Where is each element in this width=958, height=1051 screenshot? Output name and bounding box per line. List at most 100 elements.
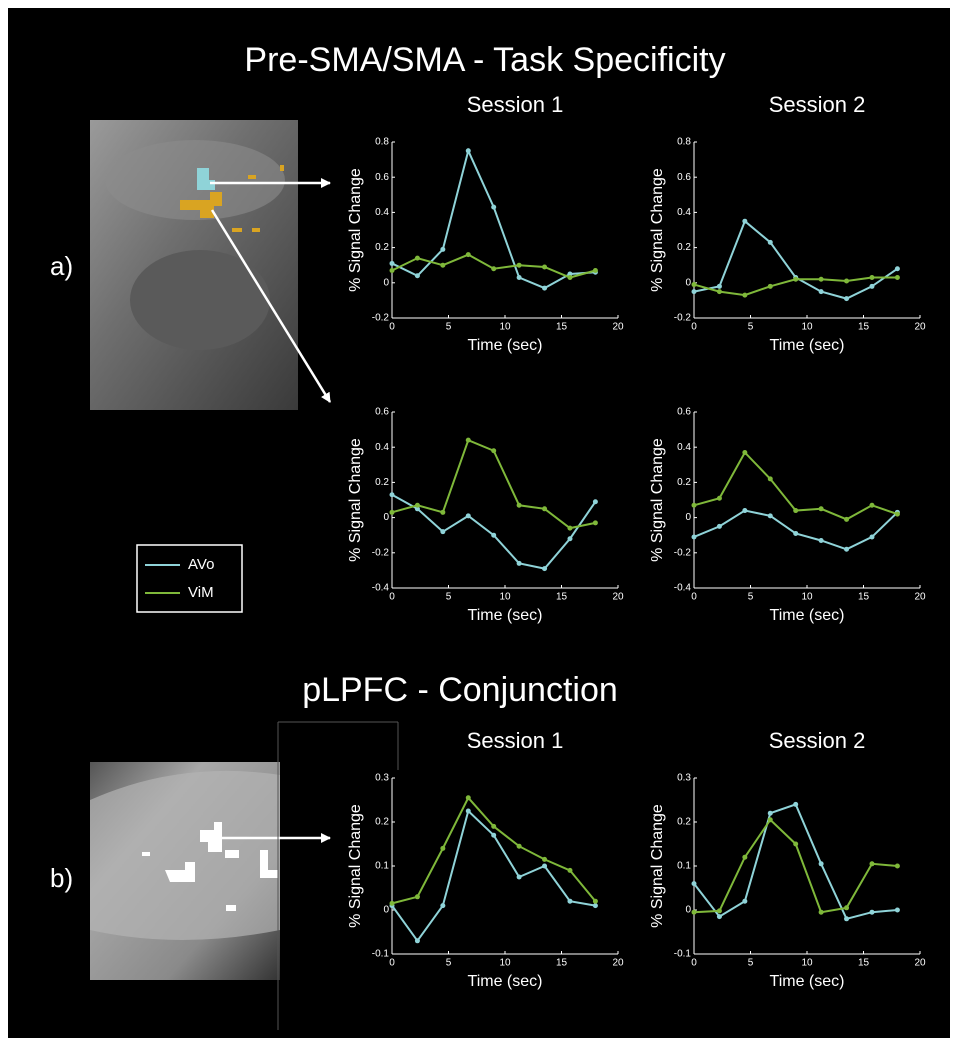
data-point xyxy=(414,506,420,512)
data-point xyxy=(793,276,799,282)
y-tick-label: 0.4 xyxy=(677,442,691,453)
data-point xyxy=(691,909,697,915)
x-tick-label: 20 xyxy=(612,322,624,333)
data-point xyxy=(742,292,748,298)
chart-title: Session 1 xyxy=(467,92,564,117)
arrow xyxy=(210,178,332,843)
data-point xyxy=(844,546,850,552)
x-tick-label: 5 xyxy=(748,958,754,969)
y-tick-label: 0.4 xyxy=(375,442,389,453)
data-point xyxy=(516,262,522,268)
data-point xyxy=(818,909,824,915)
y-tick-label: -0.2 xyxy=(372,313,390,324)
x-tick-label: 0 xyxy=(389,322,395,333)
data-point xyxy=(516,843,522,849)
data-point xyxy=(389,900,395,906)
x-tick-label: 5 xyxy=(748,322,754,333)
data-point xyxy=(716,523,722,529)
x-tick-label: 20 xyxy=(612,592,624,603)
x-tick-label: 5 xyxy=(446,322,452,333)
data-point xyxy=(767,239,773,245)
x-tick-label: 20 xyxy=(612,958,624,969)
x-tick-label: 0 xyxy=(691,322,697,333)
data-point xyxy=(516,502,522,508)
x-tick-label: 10 xyxy=(801,322,813,333)
data-point xyxy=(440,262,446,268)
data-point xyxy=(465,148,471,154)
data-point xyxy=(414,502,420,508)
legend-label: AVo xyxy=(188,556,214,573)
y-tick-label: 0.6 xyxy=(677,172,691,183)
data-point xyxy=(869,283,875,289)
data-point xyxy=(389,509,395,515)
data-point xyxy=(592,903,598,909)
legend: AVo ViM xyxy=(136,544,243,613)
data-point xyxy=(691,534,697,540)
y-axis-label: % Signal Change xyxy=(347,168,364,292)
y-tick-label: 0 xyxy=(685,905,691,916)
data-point xyxy=(716,908,722,914)
data-point xyxy=(894,275,900,281)
data-point xyxy=(894,863,900,869)
x-tick-label: 0 xyxy=(389,958,395,969)
x-axis-label: Time (sec) xyxy=(468,973,543,990)
data-point xyxy=(894,266,900,272)
data-point xyxy=(793,530,799,536)
chart-title: Session 1 xyxy=(467,728,564,753)
data-point xyxy=(414,255,420,261)
data-point xyxy=(491,823,497,829)
data-point xyxy=(516,874,522,880)
chart-title: Session 2 xyxy=(769,92,866,117)
data-point xyxy=(716,495,722,501)
y-tick-label: 0.2 xyxy=(677,817,691,828)
x-axis-label: Time (sec) xyxy=(468,607,543,624)
y-tick-label: 0.4 xyxy=(677,207,691,218)
data-point xyxy=(567,525,573,531)
x-tick-label: 5 xyxy=(748,592,754,603)
x-tick-label: 20 xyxy=(914,322,926,333)
x-tick-label: 5 xyxy=(446,958,452,969)
data-point xyxy=(818,276,824,282)
x-tick-label: 15 xyxy=(556,958,568,969)
data-point xyxy=(869,502,875,508)
y-tick-label: 0.2 xyxy=(375,477,389,488)
data-point xyxy=(793,801,799,807)
panel-label: a) xyxy=(50,251,73,281)
data-point xyxy=(844,278,850,284)
y-tick-label: 0.1 xyxy=(375,861,389,872)
x-tick-label: 10 xyxy=(801,958,813,969)
data-point xyxy=(389,267,395,273)
x-tick-label: 0 xyxy=(691,592,697,603)
data-point xyxy=(542,856,548,862)
x-tick-label: 0 xyxy=(691,958,697,969)
data-point xyxy=(767,513,773,519)
y-tick-label: 0.1 xyxy=(677,861,691,872)
data-point xyxy=(767,817,773,823)
data-point xyxy=(793,841,799,847)
data-point xyxy=(592,898,598,904)
data-point xyxy=(844,516,850,522)
data-point xyxy=(894,907,900,913)
data-point xyxy=(691,282,697,288)
data-point xyxy=(691,502,697,508)
y-tick-label: 0.6 xyxy=(375,172,389,183)
x-tick-label: 15 xyxy=(858,592,870,603)
y-axis-label: % Signal Change xyxy=(649,168,666,292)
y-tick-label: -0.1 xyxy=(372,949,390,960)
x-tick-label: 10 xyxy=(499,958,511,969)
y-tick-label: 0.6 xyxy=(677,407,691,418)
data-point xyxy=(767,283,773,289)
y-tick-label: 0 xyxy=(383,512,389,523)
y-tick-label: -0.4 xyxy=(372,583,390,594)
data-point xyxy=(767,810,773,816)
x-tick-label: 15 xyxy=(858,958,870,969)
x-tick-label: 10 xyxy=(499,322,511,333)
data-point xyxy=(567,898,573,904)
y-tick-label: -0.2 xyxy=(674,313,692,324)
data-point xyxy=(869,534,875,540)
y-tick-label: 0.8 xyxy=(677,137,691,148)
chart-title: Session 2 xyxy=(769,728,866,753)
